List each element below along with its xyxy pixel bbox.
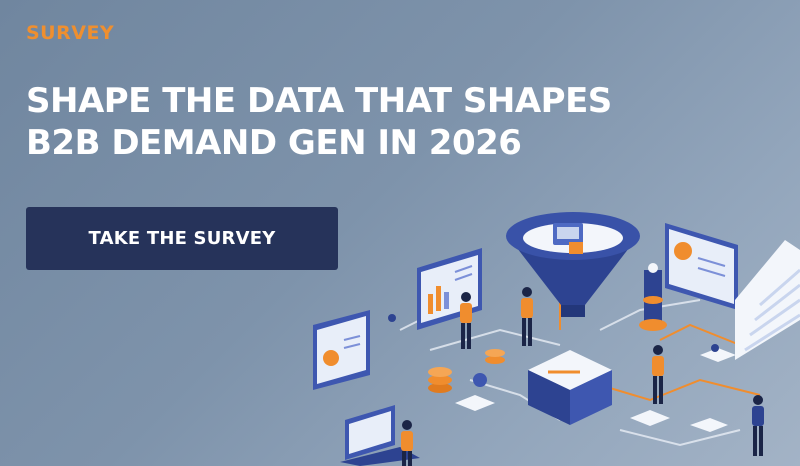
person-icon (460, 292, 472, 349)
data-flow-illustration (313, 212, 800, 466)
monitor-icon (313, 310, 370, 390)
headline: SHAPE THE DATA THAT SHAPES B2B DEMAND GE… (26, 80, 726, 164)
person-icon (752, 395, 764, 456)
monitor-icon (665, 223, 738, 310)
headline-line-1: SHAPE THE DATA THAT SHAPES (26, 81, 612, 121)
funnel-icon (506, 212, 640, 317)
person-icon (521, 287, 533, 346)
person-icon (652, 345, 664, 404)
eyebrow-label: SURVEY (26, 22, 115, 44)
headline-line-2: B2B DEMAND GEN IN 2026 (26, 123, 522, 163)
box-icon (528, 350, 612, 425)
person-icon (401, 420, 413, 466)
take-survey-button[interactable]: TAKE THE SURVEY (26, 207, 338, 270)
laptop-icon (340, 405, 420, 466)
server-icon (639, 263, 667, 331)
staircase-icon (735, 240, 800, 360)
tile-icons (388, 314, 736, 432)
dashboard-icon (417, 248, 482, 330)
coin-stack-icon (428, 349, 505, 393)
